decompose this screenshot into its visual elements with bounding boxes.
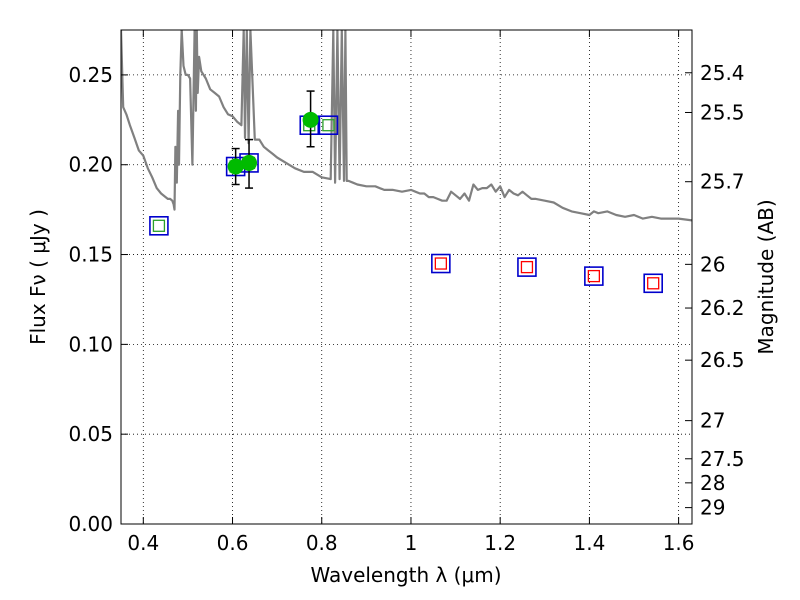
model-band-box — [517, 257, 537, 277]
right-tick-label: 26.2 — [700, 296, 745, 320]
model-band-box — [584, 266, 604, 286]
right-tick-label: 25.7 — [700, 170, 745, 194]
right-tick-label: 25.5 — [700, 100, 745, 124]
right-tick-label: 26 — [700, 252, 725, 276]
plot-frame — [120, 29, 693, 525]
right-tick-label: 26.5 — [700, 348, 745, 372]
model-band-inner-box — [152, 219, 166, 232]
model-band-box — [431, 253, 451, 274]
y-tick-label: 0.25 — [68, 63, 113, 87]
plot-area — [121, 30, 692, 294]
y-tick-label: 0.20 — [68, 153, 113, 177]
grid-lines — [121, 30, 692, 525]
right-tick-label: 27.5 — [700, 447, 745, 471]
x-tick-label: 0.8 — [306, 531, 338, 555]
observed-point — [241, 154, 258, 171]
model-band-inner-box — [647, 277, 660, 290]
axis-ticks: 0.4 0.6 0.8 1 1.2 1.4 1.6 0.00 0.05 0.10 0.15 0.20 0… — [68, 30, 745, 555]
right-tick-label: 29 — [700, 496, 725, 520]
model-band-box — [643, 273, 663, 294]
y-tick-label: 0.00 — [68, 512, 113, 536]
y-tick-label: 0.10 — [68, 332, 113, 356]
model-band-box — [149, 216, 169, 236]
observed-point — [227, 158, 244, 175]
model-band-inner-box — [587, 269, 601, 283]
x-axis-label: Wavelength λ (μm) — [310, 563, 501, 587]
model-spectrum-line — [121, 30, 692, 222]
right-tick-label: 27 — [700, 409, 725, 433]
model-band-inner-box — [322, 119, 335, 132]
x-tick-label: 1.4 — [573, 531, 605, 555]
y-tick-label: 0.05 — [68, 422, 113, 446]
model-band-box — [318, 115, 339, 136]
right-tick-label: 25.4 — [700, 61, 745, 85]
right-axis-label: Magnitude (AB) — [754, 199, 778, 354]
x-tick-label: 0.6 — [217, 531, 249, 555]
model-band-inner-box — [434, 257, 447, 270]
right-tick-label: 28 — [700, 471, 725, 495]
y-axis-label: Flux Fν ( μJy ) — [26, 209, 50, 345]
x-tick-label: 1 — [405, 531, 418, 555]
y-tick-label: 0.15 — [68, 243, 113, 267]
model-band-inner-box — [520, 260, 534, 274]
x-tick-label: 1.6 — [663, 531, 695, 555]
x-tick-label: 1.2 — [484, 531, 516, 555]
observed-point — [302, 111, 319, 128]
x-tick-label: 0.4 — [127, 531, 159, 555]
